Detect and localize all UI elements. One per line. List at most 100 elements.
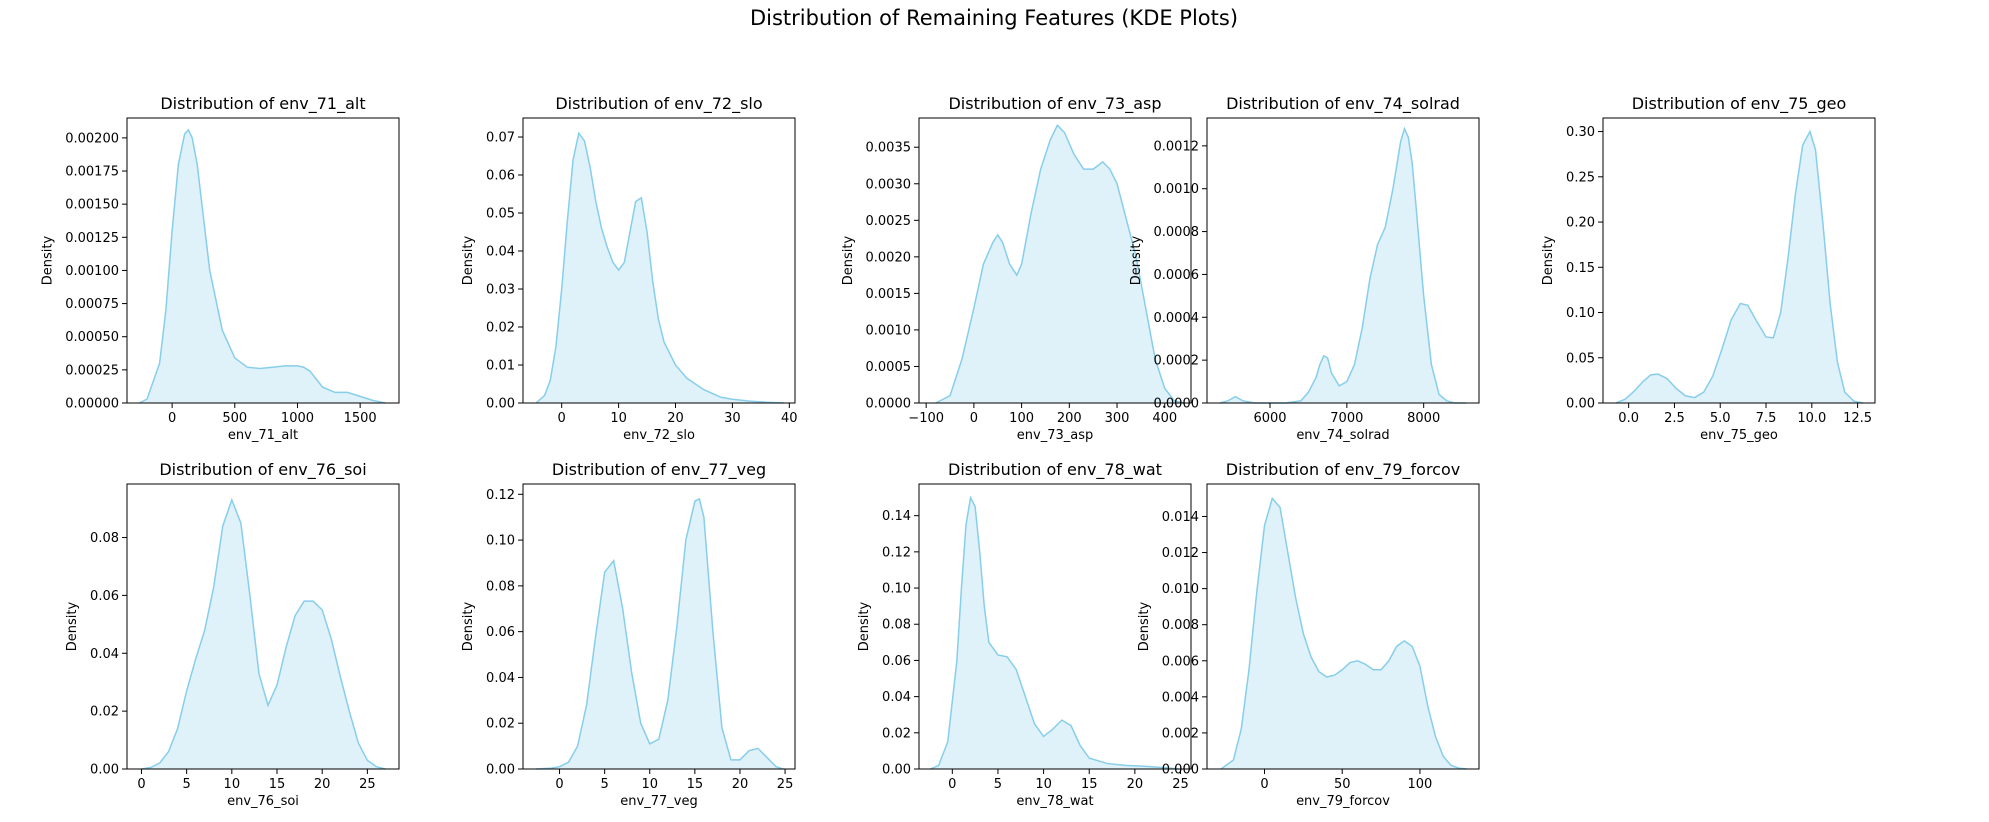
x-tick-label: 0 [1260,777,1268,792]
x-tick-label: 1500 [344,411,377,426]
y-tick-label: 0.008 [1162,618,1199,633]
y-tick-label: 0.05 [1566,351,1595,366]
y-axis-label: Density [857,601,872,651]
x-tick-label: 10 [1035,777,1052,792]
y-tick-label: 0.00075 [65,297,119,312]
kde-area [139,129,386,403]
y-tick-label: 0.10 [882,582,911,597]
y-tick-label: 0.25 [1566,170,1595,185]
x-tick-label: 1000 [281,411,314,426]
kde-line [536,497,784,770]
subplot-title: Distribution of env_71_alt [160,94,365,114]
x-axis-label: env_79_forcov [1296,794,1390,809]
kde-area [536,133,784,403]
y-tick-label: 0.00100 [65,264,119,279]
y-tick-label: 0.00050 [65,330,119,345]
y-tick-label: 0.20 [1566,216,1595,231]
y-tick-label: 0.00025 [65,363,119,378]
y-tick-label: 0.012 [1162,546,1199,561]
y-tick-label: 0.10 [486,534,515,549]
y-tick-label: 0.0000 [866,397,912,412]
y-tick-label: 0.14 [882,509,911,524]
y-tick-label: 0.0015 [866,287,912,302]
y-tick-label: 0.06 [486,625,515,640]
x-tick-label: 20 [1127,777,1144,792]
kde-line [535,131,784,404]
y-tick-label: 0.0004 [1154,311,1200,326]
y-tick-label: 0.03 [486,283,515,298]
kde-area [930,497,1179,769]
y-tick-label: 0.12 [486,488,515,503]
y-tick-label: 0.014 [1162,510,1199,525]
subplot-title: Distribution of env_72_slo [555,94,762,114]
x-tick-label: 100 [1009,411,1034,426]
x-tick-label: 30 [724,411,741,426]
y-tick-label: 0.0002 [1154,354,1200,369]
kde-area [141,499,386,769]
x-tick-label: 8000 [1407,411,1440,426]
subplot-title: Distribution of env_74_solrad [1226,94,1460,114]
y-tick-label: 0.0012 [1154,139,1200,154]
kde-area [1220,128,1466,403]
y-tick-label: 0.0035 [866,141,912,156]
x-axis-label: env_74_solrad [1296,428,1389,443]
x-tick-label: 20 [732,777,749,792]
subplot-2: 0 10 20 30 40 0.00 0.01 0.02 0.03 0.04 0.05 0.06 0.0… [461,94,797,443]
subplot-9: 0 50 100 0.000 0.002 0.004 0.006 0.008 0.010 0.01… [1137,460,1480,809]
y-tick-label: 0.02 [882,726,911,741]
x-tick-label: 0 [558,411,566,426]
subplot-title: Distribution of env_75_geo [1632,94,1847,114]
kde-line [1615,129,1864,404]
kde-line [935,124,1185,404]
x-axis-label: env_75_geo [1700,428,1778,443]
y-tick-label: 0.02 [486,717,515,732]
x-tick-label: 25 [359,777,376,792]
x-axis-label: env_78_wat [1016,794,1093,809]
y-tick-label: 0.0010 [1154,182,1200,197]
x-tick-label: 0.0 [1618,411,1639,426]
subplot-7: 0 5 10 15 20 25 0.00 0.02 0.04 0.06 0.08 0.10 0.12 Di… [461,460,796,809]
x-tick-label: 5 [994,777,1002,792]
y-tick-label: 0.0030 [866,177,912,192]
x-tick-label: 25 [777,777,794,792]
y-tick-label: 0.04 [486,671,515,686]
x-tick-label: 0 [970,411,978,426]
axes-frame [918,117,1192,404]
kde-line [1220,496,1467,770]
x-tick-label: 25 [1172,777,1189,792]
x-tick-label: 0 [168,411,176,426]
x-tick-label: 15 [687,777,704,792]
x-tick-label: 15 [269,777,286,792]
x-tick-label: 7000 [1330,411,1363,426]
x-tick-label: 200 [1057,411,1082,426]
subplot-title: Distribution of env_73_asp [948,94,1161,114]
y-tick-label: 0.0006 [1154,268,1200,283]
y-axis-label: Density [1137,601,1152,651]
subplot-4: 6000 7000 8000 0.0000 0.0002 0.0004 0.0006 0.00… [1129,94,1480,443]
x-tick-label: 10 [224,777,241,792]
kde-line [139,128,386,404]
y-tick-label: 0.15 [1566,261,1595,276]
x-tick-label: 20 [667,411,684,426]
y-tick-label: 0.00200 [65,131,119,146]
y-tick-label: 0.00175 [65,165,119,180]
axes-frame [522,483,796,770]
y-tick-label: 0.01 [486,359,515,374]
y-tick-label: 0.0000 [1154,397,1200,412]
y-tick-label: 0.04 [486,245,515,260]
y-tick-label: 0.08 [90,531,119,546]
x-tick-label: 15 [1081,777,1098,792]
y-tick-label: 0.06 [882,654,911,669]
axes-frame [1602,117,1876,404]
y-tick-label: 0.006 [1162,654,1199,669]
subplot-3: −100 0 100 200 300 400 0.0000 0.0005 0.0010 0.001… [841,94,1192,443]
x-tick-label: 10 [641,777,658,792]
y-tick-label: 0.02 [90,705,119,720]
x-tick-label: 12.5 [1843,411,1872,426]
x-tick-label: 500 [222,411,247,426]
subplot-5: 0.0 2.5 5.0 7.5 10.0 12.5 0.00 0.05 0.10 0.15 0.20… [1541,94,1876,443]
x-tick-label: −100 [908,411,944,426]
y-tick-label: 0.05 [486,207,515,222]
y-tick-label: 0.0020 [866,250,912,265]
y-axis-label: Density [841,235,856,285]
